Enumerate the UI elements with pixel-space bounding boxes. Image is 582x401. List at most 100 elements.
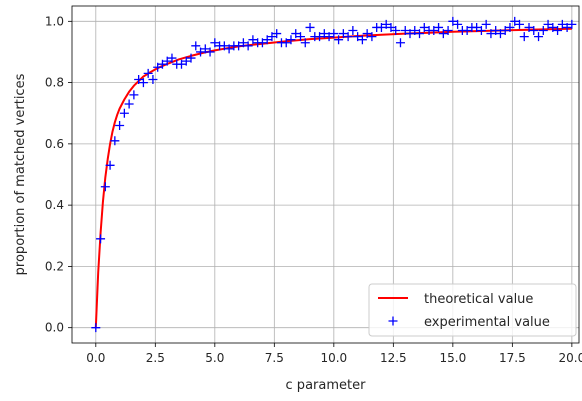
experimental-value-point bbox=[548, 22, 558, 32]
experimental-value-point bbox=[562, 22, 572, 32]
experimental-value-point bbox=[524, 22, 534, 32]
experimental-value-point bbox=[300, 38, 310, 48]
experimental-value-point bbox=[367, 32, 377, 42]
experimental-value-point bbox=[143, 68, 153, 78]
legend-swatch-experimental-value bbox=[388, 316, 398, 326]
experimental-value-point bbox=[105, 160, 115, 170]
experimental-value-point bbox=[319, 29, 329, 39]
x-tick-label: 5.0 bbox=[205, 351, 224, 365]
experimental-value-point bbox=[362, 29, 372, 39]
experimental-value-point bbox=[453, 19, 463, 29]
experimental-value-point bbox=[148, 75, 158, 85]
experimental-value-point bbox=[381, 19, 391, 29]
y-axis-label: proportion of matched vertices bbox=[13, 73, 28, 275]
experimental-value-point bbox=[481, 19, 491, 29]
experimental-value-point bbox=[291, 29, 301, 39]
legend-box bbox=[368, 283, 577, 337]
experimental-value-point bbox=[338, 29, 348, 39]
legend-label-experimental-value: experimental value bbox=[424, 315, 550, 330]
experimental-value-point bbox=[324, 32, 334, 42]
y-tick-label: 1.0 bbox=[45, 14, 64, 28]
experimental-value-point bbox=[448, 16, 458, 26]
experimental-value-point bbox=[543, 19, 553, 29]
experimental-value-point bbox=[191, 41, 201, 51]
experimental-value-point bbox=[262, 35, 272, 45]
experimental-value-point bbox=[267, 32, 277, 42]
experimental-value-point bbox=[134, 75, 144, 85]
experimental-value-point bbox=[434, 22, 444, 32]
experimental-value-point bbox=[462, 26, 472, 36]
experimental-value-point bbox=[315, 32, 325, 42]
y-tick-label: 0.0 bbox=[45, 321, 64, 335]
experimental-value-point bbox=[519, 32, 529, 42]
experimental-value-point bbox=[348, 26, 358, 36]
legend: theoretical value experimental value bbox=[368, 283, 577, 337]
experimental-value-point bbox=[281, 38, 291, 48]
experimental-value-point bbox=[410, 26, 420, 36]
experimental-value-point bbox=[495, 29, 505, 39]
x-tick-label: 10.0 bbox=[320, 351, 347, 365]
experimental-value-point bbox=[514, 19, 524, 29]
experimental-value-point bbox=[491, 26, 501, 36]
y-tick-label: 0.4 bbox=[45, 198, 64, 212]
experimental-value-point bbox=[248, 35, 258, 45]
experimental-value-point bbox=[329, 29, 339, 39]
experimental-value-point bbox=[405, 29, 415, 39]
x-tick-label: 7.5 bbox=[265, 351, 284, 365]
experimental-value-point bbox=[400, 26, 410, 36]
experimental-value-point bbox=[234, 41, 244, 51]
experimental-value-point bbox=[205, 47, 215, 57]
experimental-value-point bbox=[181, 56, 191, 66]
experimental-value-point bbox=[395, 38, 405, 48]
x-tick-label: 20.0 bbox=[558, 351, 582, 365]
experimental-value-point bbox=[91, 323, 101, 333]
experimental-value-point bbox=[334, 35, 344, 45]
experimental-value-point bbox=[238, 38, 248, 48]
experimental-value-point bbox=[538, 26, 548, 36]
x-tick-label: 15.0 bbox=[439, 351, 466, 365]
experimental-value-point bbox=[176, 59, 186, 69]
y-tick-label: 0.6 bbox=[45, 137, 64, 151]
plot-frame bbox=[71, 5, 580, 344]
experimental-value-point bbox=[429, 26, 439, 36]
experimental-value-point bbox=[210, 38, 220, 48]
experimental-value-point bbox=[391, 26, 401, 36]
x-tick-label: 0.0 bbox=[86, 351, 105, 365]
experimental-value-point bbox=[286, 35, 296, 45]
experimental-value-point bbox=[96, 234, 106, 244]
experimental-value-point bbox=[529, 26, 539, 36]
grid bbox=[72, 6, 579, 343]
x-tick-label: 2.5 bbox=[146, 351, 165, 365]
axis-ticks: 0.0 2.5 5.0 7.5 10.0 12.5 15.0 17.5 20.0 0.0 0.2 0.… bbox=[45, 14, 582, 365]
x-axis-label: c parameter bbox=[286, 378, 367, 393]
experimental-value-point bbox=[157, 59, 167, 69]
plot-series bbox=[91, 16, 577, 333]
experimental-value-point bbox=[486, 29, 496, 39]
experimental-value-point bbox=[296, 32, 306, 42]
experimental-value-point bbox=[438, 29, 448, 39]
experimental-value-point bbox=[553, 26, 563, 36]
experimental-value-point bbox=[110, 136, 120, 146]
experimental-value-point bbox=[257, 38, 267, 48]
experimental-value-point bbox=[510, 16, 520, 26]
experimental-value-point bbox=[534, 32, 544, 42]
experimental-value-point bbox=[476, 26, 486, 36]
legend-label-theoretical-value: theoretical value bbox=[424, 292, 533, 307]
y-tick-label: 0.8 bbox=[45, 76, 64, 90]
x-tick-label: 12.5 bbox=[380, 351, 407, 365]
experimental-value-point bbox=[353, 32, 363, 42]
experimental-value-point bbox=[500, 26, 510, 36]
experimental-value-point bbox=[124, 99, 134, 109]
experimental-value-point bbox=[386, 22, 396, 32]
experimental-value-point bbox=[472, 22, 482, 32]
experimental-value-point bbox=[153, 62, 163, 72]
experimental-value-point bbox=[200, 44, 210, 54]
experimental-value-point bbox=[129, 90, 139, 100]
experimental-value-point bbox=[196, 47, 206, 57]
experimental-value-point bbox=[115, 120, 125, 130]
experimental-value-point bbox=[186, 53, 196, 63]
experimental-value-point bbox=[505, 22, 515, 32]
experimental-value-point bbox=[415, 29, 425, 39]
